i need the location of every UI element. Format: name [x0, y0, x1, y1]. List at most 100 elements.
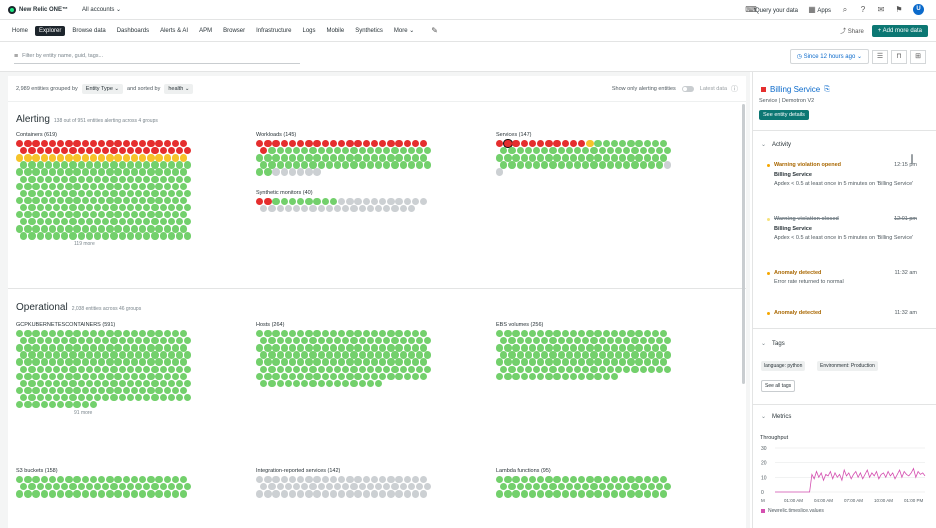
entity-hexagon[interactable] [590, 351, 598, 359]
entity-hexagon[interactable] [48, 211, 57, 219]
entity-hexagon[interactable] [297, 490, 305, 498]
entity-hexagon[interactable] [508, 351, 516, 359]
entity-hexagon[interactable] [619, 358, 627, 366]
entity-hexagon[interactable] [155, 358, 163, 366]
entity-hexagon[interactable] [134, 218, 143, 226]
entity-hexagon[interactable] [126, 218, 135, 226]
entity-hexagon[interactable] [346, 372, 354, 380]
entity-hexagon[interactable] [48, 196, 57, 205]
entity-hexagon[interactable] [159, 189, 167, 198]
entity-hexagon[interactable] [338, 154, 346, 162]
entity-hexagon[interactable] [28, 203, 36, 212]
entity-group-title[interactable]: Lambda functions (95) [496, 468, 551, 474]
entity-hexagon[interactable] [578, 344, 586, 352]
entity-hexagon[interactable] [32, 225, 40, 233]
entity-hexagon[interactable] [655, 351, 664, 359]
entity-hexagon[interactable] [171, 372, 180, 380]
entity-hexagon[interactable] [48, 372, 57, 380]
entity-hexagon[interactable] [627, 154, 635, 162]
entity-hexagon[interactable] [184, 203, 192, 212]
entity-hexagon[interactable] [399, 365, 407, 373]
entity-hexagon[interactable] [508, 483, 516, 491]
entity-hexagon[interactable] [610, 476, 619, 484]
entity-hexagon[interactable] [40, 372, 48, 380]
entity-hexagon[interactable] [48, 476, 57, 484]
entity-hexagon[interactable] [586, 154, 594, 162]
entity-hexagon[interactable] [171, 211, 180, 219]
tag-chip[interactable]: Environment: Production [817, 361, 878, 371]
entity-hexagon[interactable] [130, 490, 139, 498]
entity-hexagon[interactable] [151, 218, 159, 226]
lock-icon[interactable]: ⊓ [891, 49, 907, 64]
entity-hexagon[interactable] [85, 161, 94, 169]
entity-hexagon[interactable] [73, 196, 81, 205]
entity-hexagon[interactable] [660, 154, 668, 162]
entity-hexagon[interactable] [147, 358, 155, 366]
entity-hexagon[interactable] [28, 189, 36, 198]
entity-hexagon[interactable] [379, 154, 387, 162]
entity-hexagon[interactable] [151, 365, 159, 373]
entity-hexagon[interactable] [61, 232, 69, 240]
entity-hexagon[interactable] [655, 365, 664, 373]
entity-hexagon[interactable] [329, 140, 338, 148]
entity-title[interactable]: Billing Service ⎘ [761, 85, 830, 94]
entity-hexagon[interactable] [288, 358, 297, 366]
entity-hexagon[interactable] [387, 140, 395, 148]
entity-hexagon[interactable] [500, 351, 508, 359]
entity-hexagon[interactable] [159, 337, 167, 345]
entity-hexagon[interactable] [93, 218, 102, 226]
entity-hexagon[interactable] [147, 330, 155, 338]
entity-hexagon[interactable] [317, 147, 325, 155]
entity-hexagon[interactable] [151, 147, 159, 155]
entity-hexagon[interactable] [180, 330, 188, 338]
entity-hexagon[interactable] [57, 490, 65, 498]
entity-hexagon[interactable] [496, 344, 504, 352]
entity-hexagon[interactable] [89, 386, 98, 395]
activity-item[interactable]: Anomaly detected 11:32 am Error rate retur… [767, 270, 917, 286]
entity-hexagon[interactable] [175, 203, 184, 212]
entity-hexagon[interactable] [122, 225, 130, 233]
entity-hexagon[interactable] [114, 476, 122, 484]
entity-hexagon[interactable] [346, 476, 354, 484]
entity-hexagon[interactable] [280, 330, 288, 338]
entity-hexagon[interactable] [85, 189, 94, 198]
entity-hexagon[interactable] [118, 218, 126, 226]
entity-hexagon[interactable] [139, 476, 147, 484]
entity-hexagon[interactable] [333, 379, 342, 388]
entity-hexagon[interactable] [549, 161, 557, 169]
entity-hexagon[interactable] [163, 196, 171, 205]
entity-hexagon[interactable] [24, 330, 32, 338]
help-icon[interactable]: ? [860, 4, 866, 14]
entity-hexagon[interactable] [102, 483, 110, 491]
entity-hexagon[interactable] [496, 476, 504, 484]
entity-hexagon[interactable] [139, 344, 147, 352]
entity-hexagon[interactable] [301, 161, 309, 169]
entity-hexagon[interactable] [73, 358, 81, 366]
tab-explorer[interactable]: Explorer [35, 25, 66, 36]
entity-hexagon[interactable] [333, 147, 342, 155]
entity-hexagon[interactable] [407, 483, 416, 491]
entity-hexagon[interactable] [602, 140, 610, 148]
entity-hexagon[interactable] [134, 337, 143, 345]
entity-hexagon[interactable] [65, 154, 73, 162]
entity-hexagon[interactable] [651, 154, 660, 162]
entity-hexagon[interactable] [309, 379, 317, 388]
entity-hexagon[interactable] [549, 483, 557, 491]
entity-hexagon[interactable] [16, 182, 24, 190]
entity-hexagon[interactable] [374, 365, 383, 373]
entity-hexagon[interactable] [118, 175, 126, 183]
entity-hexagon[interactable] [89, 401, 98, 409]
entity-hexagon[interactable] [163, 476, 171, 484]
entity-hexagon[interactable] [354, 476, 362, 484]
entity-hexagon[interactable] [52, 161, 61, 169]
entity-hexagon[interactable] [598, 483, 606, 491]
entity-hexagon[interactable] [69, 483, 77, 491]
entity-hexagon[interactable] [89, 476, 98, 484]
entity-hexagon[interactable] [98, 386, 106, 395]
entity-hexagon[interactable] [20, 351, 28, 359]
entity-hexagon[interactable] [358, 351, 366, 359]
entity-hexagon[interactable] [16, 476, 24, 484]
entity-hexagon[interactable] [631, 365, 639, 373]
entity-hexagon[interactable] [297, 344, 305, 352]
entity-hexagon[interactable] [631, 483, 639, 491]
